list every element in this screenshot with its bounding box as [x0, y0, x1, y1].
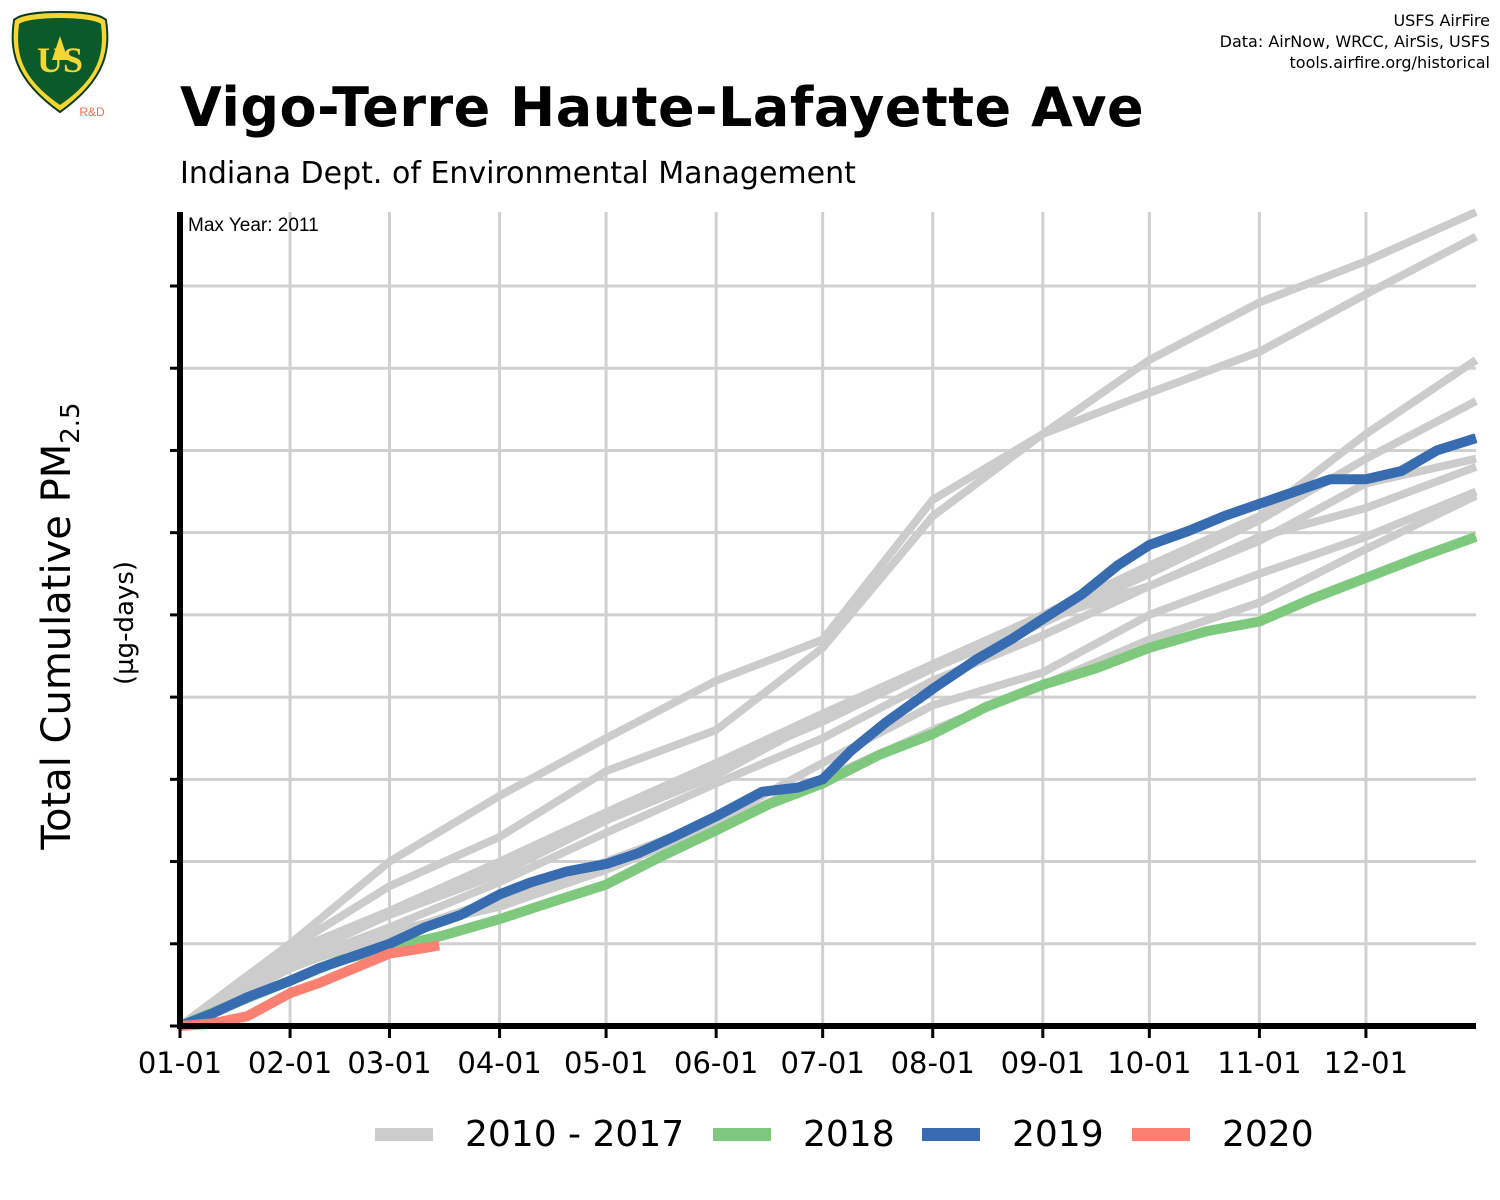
- series-line-historical-5: [178, 463, 1478, 1030]
- credit-line-3: tools.airfire.org/historical: [1289, 53, 1490, 72]
- series-line-2020: [179, 940, 441, 1031]
- x-tick-label-9: 10-01: [1107, 1046, 1191, 1080]
- max-year-annotation: Max Year: 2011: [188, 215, 319, 236]
- chart-subtitle: Indiana Dept. of Environmental Managemen…: [180, 156, 856, 191]
- legend-label-2019: 2019: [1012, 1114, 1104, 1155]
- x-tick-label-4: 05-01: [564, 1046, 648, 1080]
- credit-line-2: Data: AirNow, WRCC, AirSis, USFS: [1219, 32, 1490, 51]
- x-tick-label-8: 09-01: [1001, 1046, 1085, 1080]
- legend-swatch-2020: [1132, 1128, 1190, 1141]
- legend-swatch-2018: [713, 1128, 771, 1141]
- legend-label-2020: 2020: [1222, 1114, 1314, 1155]
- x-tick-label-6: 07-01: [781, 1046, 865, 1080]
- x-tick-label-11: 12-01: [1324, 1046, 1408, 1080]
- series-line-historical-0: [177, 208, 1478, 1030]
- legend-label-2018: 2018: [803, 1114, 895, 1155]
- x-tick-label-5: 06-01: [674, 1046, 758, 1080]
- legend-swatch-2019: [922, 1128, 980, 1141]
- credit-line-1: USFS AirFire: [1393, 11, 1490, 30]
- cumulative-pm-chart: 01-01 02-01 03-01 04-01 05-01 06-01 07-01 08-01…: [138, 208, 1479, 1080]
- series-line-2019: [178, 433, 1478, 1031]
- series-line-historical-1: [177, 233, 1478, 1030]
- forest-service-logo-icon: US R&D: [11, 10, 109, 118]
- x-tick-label-0: 01-01: [138, 1046, 222, 1080]
- legend-label-historical: 2010 - 2017: [465, 1114, 685, 1155]
- x-tick-label-2: 03-01: [347, 1046, 431, 1080]
- chart-title: Vigo-Terre Haute-Lafayette Ave: [180, 76, 1145, 139]
- series-line-historical-7: [178, 487, 1478, 1030]
- data-credits: USFS AirFire Data: AirNow, WRCC, AirSis,…: [1220, 10, 1490, 73]
- x-tick-label-7: 08-01: [891, 1046, 975, 1080]
- x-tick-label-3: 04-01: [457, 1046, 541, 1080]
- logo-text-tag: R&D: [79, 105, 105, 118]
- legend-swatch-historical: [375, 1128, 433, 1141]
- x-tick-label-10: 11-01: [1217, 1046, 1301, 1080]
- x-tick-label-1: 02-01: [248, 1046, 332, 1080]
- legend: 2010 - 2017 2018 2019 2020: [0, 1110, 1500, 1160]
